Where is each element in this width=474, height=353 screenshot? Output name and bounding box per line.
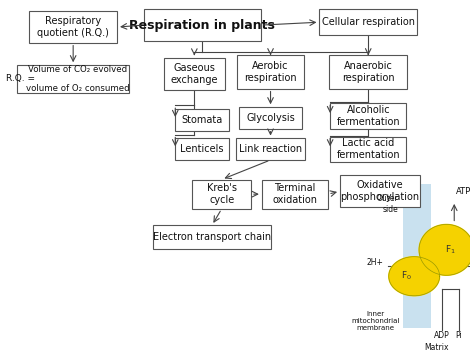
Text: Respiratory
quotient (R.Q.): Respiratory quotient (R.Q.) (37, 16, 109, 38)
FancyBboxPatch shape (330, 137, 406, 162)
FancyBboxPatch shape (237, 138, 305, 160)
Text: Kreb's
cycle: Kreb's cycle (207, 183, 237, 205)
Text: Gaseous
exchange: Gaseous exchange (171, 63, 218, 85)
Text: Alcoholic
fermentation: Alcoholic fermentation (337, 105, 400, 127)
FancyBboxPatch shape (153, 226, 271, 249)
FancyBboxPatch shape (403, 184, 431, 328)
Text: Link reaction: Link reaction (239, 144, 302, 154)
Text: R.Q. =: R.Q. = (6, 74, 35, 83)
Text: Stomata: Stomata (182, 115, 223, 125)
Text: Matrix: Matrix (424, 343, 449, 352)
FancyBboxPatch shape (17, 65, 129, 92)
Text: Outer
side: Outer side (377, 194, 399, 214)
Text: Oxidative
phosphorylation: Oxidative phosphorylation (340, 180, 419, 202)
Polygon shape (389, 257, 439, 296)
FancyBboxPatch shape (262, 180, 328, 209)
Text: Aerobic
respiration: Aerobic respiration (244, 61, 297, 83)
FancyBboxPatch shape (319, 10, 417, 35)
Text: Cellular respiration: Cellular respiration (322, 17, 415, 27)
Text: volume of O₂ consumed: volume of O₂ consumed (26, 84, 129, 93)
Text: Electron transport chain: Electron transport chain (153, 232, 271, 242)
Text: ATP: ATP (456, 187, 472, 196)
Text: F$_0$: F$_0$ (401, 270, 412, 282)
Polygon shape (427, 237, 433, 263)
Text: Respiration in plants: Respiration in plants (129, 19, 275, 32)
FancyBboxPatch shape (192, 180, 251, 209)
FancyBboxPatch shape (175, 109, 229, 131)
Polygon shape (419, 225, 474, 275)
FancyBboxPatch shape (164, 58, 225, 90)
FancyBboxPatch shape (330, 103, 406, 129)
Text: 2H+: 2H+ (366, 258, 383, 267)
Text: Lactic acid
fermentation: Lactic acid fermentation (337, 138, 400, 160)
FancyBboxPatch shape (144, 10, 261, 41)
FancyBboxPatch shape (237, 55, 304, 89)
FancyBboxPatch shape (29, 11, 117, 43)
Text: Glycolysis: Glycolysis (246, 113, 295, 123)
Text: Lenticels: Lenticels (181, 144, 224, 154)
Text: F$_1$: F$_1$ (445, 244, 456, 256)
Text: Volume of CO₂ evolved: Volume of CO₂ evolved (28, 65, 127, 74)
Text: Inner
mitochondrial
membrane: Inner mitochondrial membrane (351, 311, 400, 331)
FancyBboxPatch shape (329, 55, 407, 89)
Text: ADP: ADP (434, 331, 449, 340)
FancyBboxPatch shape (340, 175, 420, 207)
FancyBboxPatch shape (175, 138, 229, 160)
Text: Pi: Pi (456, 331, 463, 340)
Text: Anaerobic
respiration: Anaerobic respiration (342, 61, 394, 83)
FancyBboxPatch shape (239, 107, 302, 129)
Text: Terminal
oxidation: Terminal oxidation (273, 183, 318, 205)
